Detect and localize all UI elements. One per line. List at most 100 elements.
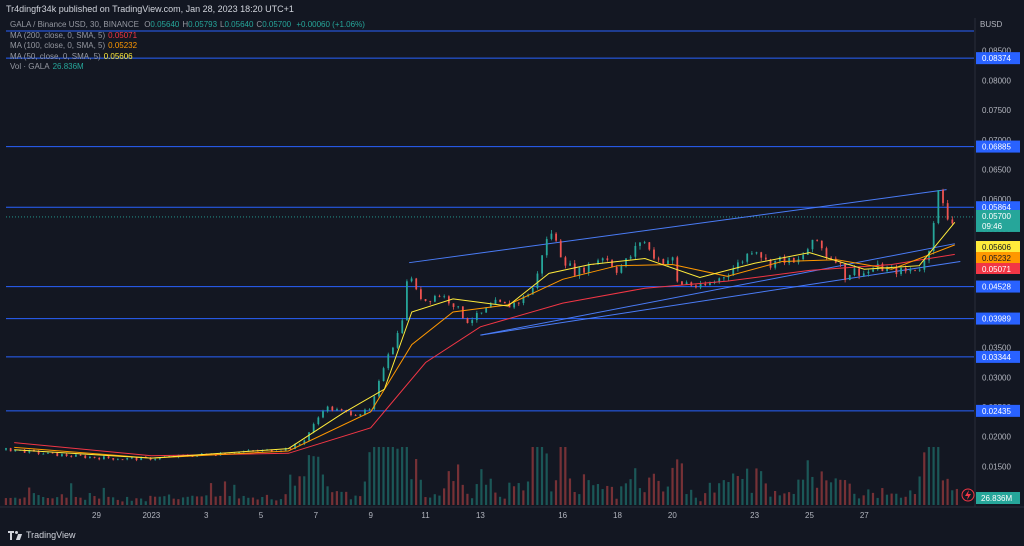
ohlc-key-h: H bbox=[182, 20, 189, 29]
volume-bar bbox=[130, 500, 133, 505]
volume-bar bbox=[643, 492, 646, 505]
volume-bar bbox=[867, 489, 870, 505]
volume-bar bbox=[312, 456, 315, 505]
candle-body bbox=[946, 203, 949, 220]
price-level-tag[interactable] bbox=[976, 280, 1020, 293]
volume-bar bbox=[489, 478, 492, 505]
candle-body bbox=[336, 409, 338, 411]
candle-body bbox=[98, 457, 101, 460]
candle-body bbox=[191, 456, 194, 457]
candle-body bbox=[466, 318, 469, 324]
candle-body bbox=[611, 260, 613, 267]
price-level-tag[interactable] bbox=[976, 140, 1020, 153]
volume-bar bbox=[927, 447, 931, 505]
publish-banner: Tr4dingfr34k published on TradingView.co… bbox=[6, 4, 294, 14]
ma100-row[interactable]: MA (100, close, 0, SMA, 5) 0.05232 bbox=[10, 41, 365, 52]
ohlc-key-o: O bbox=[144, 20, 151, 29]
footer-brand[interactable]: TradingView bbox=[8, 530, 76, 540]
channel-inner-line[interactable] bbox=[480, 243, 955, 336]
volume-bar bbox=[102, 487, 105, 505]
volume-bar bbox=[550, 491, 553, 505]
candle-body bbox=[541, 255, 544, 274]
candle-body bbox=[932, 223, 935, 252]
volume-bar bbox=[764, 483, 767, 505]
candle-body bbox=[816, 239, 819, 241]
volume-row[interactable]: Vol · GALA 26.836M bbox=[10, 62, 365, 73]
candle-body bbox=[443, 296, 446, 298]
candle-body bbox=[522, 296, 525, 304]
candle-body bbox=[61, 454, 63, 457]
candle-body bbox=[392, 347, 394, 355]
candle-body bbox=[569, 263, 571, 266]
channel-upper-line[interactable] bbox=[409, 189, 947, 264]
volume-bar bbox=[200, 496, 203, 505]
candle-body bbox=[914, 269, 916, 271]
channel-lower-line[interactable] bbox=[480, 261, 961, 336]
volume-bar bbox=[242, 495, 245, 505]
candle-body bbox=[419, 289, 422, 300]
candle-body bbox=[900, 268, 902, 275]
price-level-tag[interactable] bbox=[976, 312, 1020, 325]
candle-body bbox=[555, 233, 557, 241]
volume-bar bbox=[340, 491, 343, 505]
volume-bar bbox=[153, 496, 157, 505]
candle-body bbox=[583, 267, 585, 273]
candle-body bbox=[774, 260, 777, 268]
moving-average-line bbox=[14, 221, 956, 459]
price-level-tag-text: 0.08374 bbox=[982, 54, 1011, 63]
price-level-tag[interactable] bbox=[976, 350, 1020, 363]
price-tick-label: 0.06500 bbox=[982, 165, 1011, 174]
volume-bar bbox=[98, 498, 101, 505]
volume-bar bbox=[760, 471, 763, 505]
volume-bar bbox=[773, 490, 777, 505]
volume-bar bbox=[694, 497, 697, 505]
volume-bar bbox=[270, 499, 273, 505]
volume-bar bbox=[699, 501, 702, 505]
ma50-value: 0.05606 bbox=[103, 51, 133, 61]
ohlc-value-h: 0.05793 bbox=[188, 20, 218, 29]
ma200-row[interactable]: MA (200, close, 0, SMA, 5) 0.05071 bbox=[10, 31, 365, 42]
candle-body bbox=[848, 275, 851, 281]
symbol-row[interactable]: GALA / Binance USD, 30, BINANCE O0.05640… bbox=[10, 20, 365, 31]
volume-bar bbox=[135, 498, 138, 505]
price-level-tag[interactable] bbox=[976, 404, 1020, 417]
alert-lightning-icon[interactable] bbox=[961, 488, 975, 502]
price-level-tag[interactable] bbox=[976, 52, 1020, 65]
candle-body bbox=[37, 450, 40, 454]
volume-bar bbox=[797, 479, 800, 505]
candle-body bbox=[792, 257, 795, 263]
volume-bar bbox=[508, 482, 511, 505]
last-price-text: 0.05700 bbox=[982, 212, 1011, 221]
volume-bar bbox=[429, 497, 432, 505]
candle-body bbox=[802, 254, 805, 260]
ma100-price-tag[interactable] bbox=[976, 252, 1020, 263]
last-price-tag[interactable] bbox=[976, 209, 1020, 232]
volume-bar bbox=[158, 496, 161, 505]
volume-bar bbox=[279, 499, 283, 505]
candle-body bbox=[718, 278, 721, 283]
volume-bar bbox=[941, 480, 945, 505]
lightning-glyph bbox=[965, 490, 971, 500]
volume-bar bbox=[955, 488, 958, 505]
candle-body bbox=[746, 253, 749, 262]
volume-bar bbox=[363, 481, 366, 505]
candle-body bbox=[513, 302, 516, 308]
candle-body bbox=[615, 266, 618, 273]
volume-bar bbox=[932, 447, 935, 505]
volume-bar bbox=[228, 496, 231, 505]
price-tick-label: 0.06000 bbox=[982, 195, 1011, 204]
candle-body bbox=[811, 239, 814, 250]
ma50-price-tag[interactable] bbox=[976, 241, 1020, 252]
volume-bar bbox=[671, 467, 674, 505]
volume-bar bbox=[615, 498, 618, 505]
candle-body bbox=[503, 301, 506, 304]
ma200-price-tag[interactable] bbox=[976, 263, 1020, 274]
volume-tag[interactable] bbox=[976, 492, 1020, 504]
candle-body bbox=[741, 261, 744, 263]
candle-body bbox=[536, 273, 539, 289]
candle-body bbox=[508, 303, 511, 308]
ma50-row[interactable]: MA (50, close, 0, SMA, 5) 0.05606 bbox=[10, 52, 365, 63]
